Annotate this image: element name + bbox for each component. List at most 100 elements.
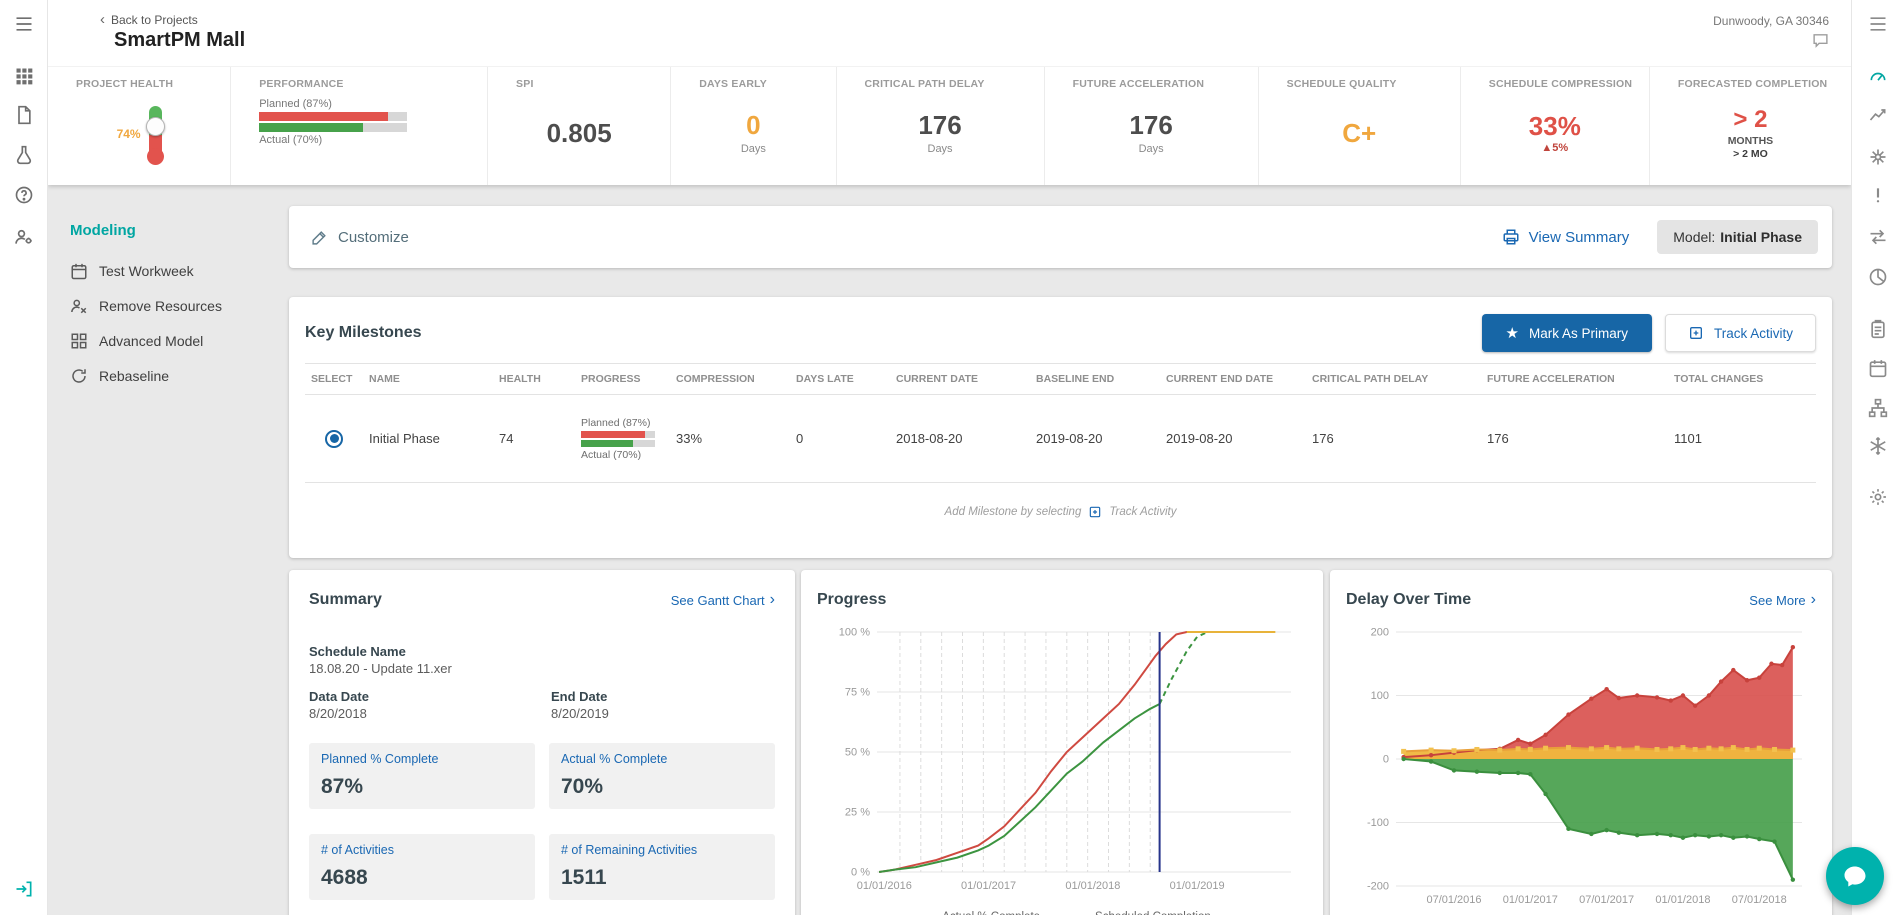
calendar-icon <box>71 263 87 279</box>
report-clipboard-icon[interactable] <box>1852 315 1903 343</box>
key-milestones-card: Key Milestones ★ Mark As Primary Track A… <box>289 297 1832 558</box>
forecasted-completion-note: > 2 MO <box>1733 148 1768 161</box>
apps-grid-icon[interactable] <box>0 62 47 90</box>
stat-value: 1511 <box>561 866 607 889</box>
back-to-projects-link[interactable]: ‹ Back to Projects <box>100 11 198 28</box>
see-more-link[interactable]: See More › <box>1749 592 1816 608</box>
nav-item-label: Rebaseline <box>99 367 170 384</box>
nav-item-remove-resources[interactable]: Remove Resources <box>70 288 280 323</box>
column-header: NAME <box>363 363 493 395</box>
admin-users-icon[interactable] <box>0 223 47 251</box>
progress-card: Progress 100 % 75 % 50 % 25 % 0 % 01/01/2016 0… <box>801 570 1323 915</box>
cell-progress: Planned (87%) Actual (70%) <box>575 394 670 483</box>
nav-item-rebaseline[interactable]: Rebaseline <box>70 358 280 393</box>
svg-text:01/01/2019: 01/01/2019 <box>1170 880 1225 892</box>
settings-gear-icon[interactable] <box>1852 483 1903 511</box>
stat-planned-complete: Planned % Complete 87% <box>309 743 535 809</box>
column-header: COMPRESSION <box>670 363 790 395</box>
hierarchy-icon[interactable] <box>1852 394 1903 422</box>
stat-actual-complete: Actual % Complete 70% <box>549 743 775 809</box>
menu-icon[interactable] <box>0 10 47 38</box>
logout-icon[interactable] <box>0 875 47 903</box>
project-health-value: 74% <box>116 126 141 141</box>
footnote-prefix: Add Milestone by selecting <box>944 506 1082 518</box>
nav-item-label: Advanced Model <box>99 332 204 349</box>
cell-name: Initial Phase <box>363 394 493 483</box>
track-activity-button[interactable]: Track Activity <box>1664 314 1816 352</box>
data-date-value: 8/20/2018 <box>309 706 367 721</box>
cell-current-end-date: 2019-08-20 <box>1160 394 1306 483</box>
milestone-radio-selected[interactable] <box>325 429 343 448</box>
stat-remaining-activities: # of Remaining Activities 1511 <box>549 834 775 900</box>
svg-text:25 %: 25 % <box>845 807 870 819</box>
view-summary-label: View Summary <box>1528 228 1630 246</box>
planned-bar <box>259 112 408 121</box>
stat-activities: # of Activities 4688 <box>309 834 535 900</box>
pie-chart-icon[interactable] <box>1852 263 1903 291</box>
critical-path-delay-unit: Days <box>927 142 953 155</box>
compare-arrows-icon[interactable] <box>1852 223 1903 251</box>
alerts-icon[interactable] <box>1852 181 1903 209</box>
help-icon[interactable] <box>0 181 47 209</box>
planned-bar-label: Planned (87%) <box>259 98 332 110</box>
schedule-compression-delta: ▲5% <box>1541 142 1569 155</box>
forecasted-completion-unit: MONTHS <box>1727 135 1774 148</box>
stat-label: Actual % Complete <box>561 752 668 766</box>
model-selector[interactable]: Model: Initial Phase <box>1657 220 1818 254</box>
comments-icon[interactable] <box>1812 32 1829 54</box>
mark-as-primary-label: Mark As Primary <box>1528 325 1628 341</box>
column-header: CURRENT END DATE <box>1160 363 1306 395</box>
svg-text:07/01/2017: 07/01/2017 <box>1579 894 1634 906</box>
view-summary-button[interactable]: View Summary <box>1502 228 1630 246</box>
progress-chart-legend: Actual % Complete Scheduled Completion <box>817 911 1307 915</box>
nav-item-test-workweek[interactable]: Test Workweek <box>70 253 280 288</box>
snowflake-icon[interactable] <box>1852 432 1903 460</box>
footnote-suffix: Track Activity <box>1109 506 1177 518</box>
svg-text:07/01/2016: 07/01/2016 <box>1426 894 1481 906</box>
svg-text:200: 200 <box>1371 627 1389 639</box>
plus-square-icon[interactable] <box>1088 505 1102 519</box>
what-if-burst-icon[interactable] <box>1852 143 1903 171</box>
planned-bar <box>581 430 655 438</box>
see-gantt-chart-link[interactable]: See Gantt Chart › <box>671 592 775 608</box>
lab-flask-icon[interactable] <box>0 141 47 169</box>
mark-as-primary-button[interactable]: ★ Mark As Primary <box>1481 314 1652 352</box>
svg-text:01/01/2017: 01/01/2017 <box>961 880 1016 892</box>
customize-button[interactable]: Customize <box>289 229 409 246</box>
customize-label: Customize <box>338 228 409 246</box>
svg-text:100 %: 100 % <box>839 627 870 639</box>
table-header-row: SELECT NAME HEALTH PROGRESS COMPRESSION … <box>305 363 1816 395</box>
column-header: FUTURE ACCELERATION <box>1481 363 1668 395</box>
print-icon <box>1503 229 1519 245</box>
legend-label: Scheduled Completion <box>1095 911 1211 915</box>
document-icon[interactable] <box>0 101 47 129</box>
metric-days-early: DAYS EARLY 0 Days <box>671 67 837 185</box>
menu-icon[interactable] <box>1852 10 1903 38</box>
page-title: SmartPM Mall <box>114 29 246 51</box>
nav-heading-modeling[interactable]: Modeling <box>70 222 136 239</box>
cell-health: 74 <box>493 394 575 483</box>
actual-bar-label: Actual (70%) <box>581 448 642 461</box>
metric-schedule-quality: SCHEDULE QUALITY C+ <box>1259 67 1461 185</box>
left-sidebar <box>0 0 48 915</box>
metric-label: FORECASTED COMPLETION <box>1677 78 1828 90</box>
svg-text:0 %: 0 % <box>851 867 870 879</box>
progress-chart: 100 % 75 % 50 % 25 % 0 %01/01/2016 01/01/2017… <box>839 627 1291 892</box>
calendar-icon[interactable] <box>1852 354 1903 382</box>
dashboard-gauge-icon[interactable] <box>1852 62 1903 90</box>
trends-chart-icon[interactable] <box>1852 101 1903 129</box>
toolbar-card: Customize View Summary Model: Initial Ph… <box>289 206 1832 268</box>
milestones-table: SELECT NAME HEALTH PROGRESS COMPRESSION … <box>305 363 1816 483</box>
nav-item-advanced-model[interactable]: Advanced Model <box>70 323 280 358</box>
metric-forecasted-completion: FORECASTED COMPLETION > 2 MONTHS > 2 MO <box>1650 67 1851 185</box>
chat-launcher-button[interactable] <box>1826 847 1884 905</box>
metric-critical-path-delay: CRITICAL PATH DELAY 176 Days <box>837 67 1045 185</box>
stat-value: 87% <box>321 775 364 798</box>
svg-text:-200: -200 <box>1367 881 1389 893</box>
column-header: TOTAL CHANGES <box>1668 363 1816 395</box>
schedule-name-label: Schedule Name <box>309 644 406 659</box>
column-header: BASELINE END <box>1030 363 1160 395</box>
top-header: ‹ Back to Projects SmartPM Mall Dunwoody… <box>48 0 1851 66</box>
chevron-right-icon: › <box>1810 591 1816 608</box>
future-acceleration-value: 176 <box>1129 110 1173 141</box>
